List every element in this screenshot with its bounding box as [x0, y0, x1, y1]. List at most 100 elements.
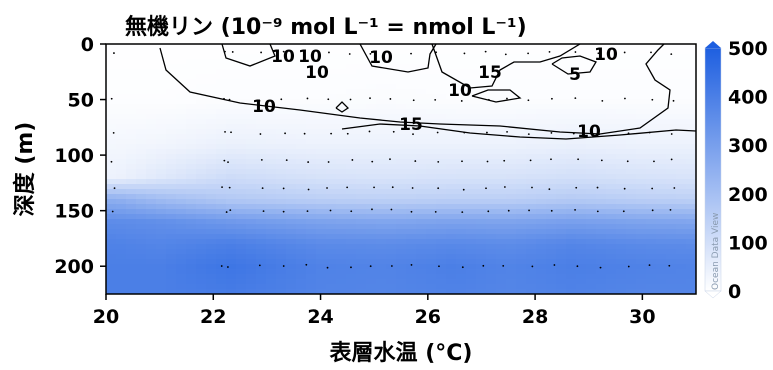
heatmap-cell: [316, 149, 327, 155]
heatmap-cell: [566, 169, 577, 175]
heatmap-cell: [316, 129, 327, 135]
heatmap-cell: [686, 239, 696, 245]
heatmap-cell: [356, 119, 367, 125]
heatmap-cell: [456, 149, 467, 155]
sample-point: [623, 187, 626, 190]
heatmap-cell: [406, 84, 417, 90]
heatmap-cell: [596, 204, 607, 210]
heatmap-cell: [686, 114, 696, 120]
heatmap-cell: [676, 279, 687, 285]
heatmap-cell: [316, 279, 327, 285]
heatmap-cell: [676, 44, 687, 50]
sample-point: [627, 132, 630, 135]
heatmap-cell: [576, 74, 587, 80]
heatmap-cell: [396, 149, 407, 155]
heatmap-cell: [496, 179, 507, 185]
heatmap-cell: [586, 164, 597, 170]
heatmap-cell: [186, 279, 197, 285]
heatmap-cell: [246, 54, 257, 60]
heatmap-cell: [446, 89, 457, 95]
heatmap-cell: [686, 184, 696, 190]
heatmap-cell: [266, 259, 277, 265]
heatmap-cell: [156, 219, 167, 225]
heatmap-cell: [436, 109, 447, 115]
heatmap-cell: [416, 159, 427, 165]
heatmap-cell: [466, 44, 477, 50]
heatmap-cell: [606, 44, 617, 50]
heatmap-cell: [346, 164, 357, 170]
heatmap-cell: [356, 199, 367, 205]
heatmap-cell: [276, 269, 287, 275]
heatmap-cell: [316, 144, 327, 150]
heatmap-cell: [136, 94, 147, 100]
x-tick-label: 30: [629, 306, 655, 328]
heatmap-cell: [436, 219, 447, 225]
heatmap-cell: [266, 164, 277, 170]
sample-point: [648, 131, 651, 134]
heatmap-cell: [306, 279, 317, 285]
heatmap-cell: [126, 199, 137, 205]
heatmap-cell: [486, 229, 497, 235]
heatmap-cell: [376, 234, 387, 240]
heatmap-cell: [586, 279, 597, 285]
sample-point: [391, 186, 394, 189]
heatmap-cell: [406, 49, 417, 55]
heatmap-cell: [496, 169, 507, 175]
contour-label-10: 10: [577, 122, 601, 142]
sample-point: [528, 209, 530, 212]
heatmap-cell: [436, 94, 447, 100]
heatmap-cell: [396, 114, 407, 120]
heatmap-cell: [686, 144, 696, 150]
heatmap-cell: [146, 179, 157, 185]
heatmap-cell: [286, 214, 297, 220]
heatmap-cell: [396, 179, 407, 185]
heatmap-cell: [566, 209, 577, 215]
heatmap-cell: [426, 224, 437, 230]
heatmap-cell: [326, 44, 337, 50]
heatmap-cell: [676, 144, 687, 150]
heatmap-cell: [506, 184, 517, 190]
heatmap-cell: [506, 149, 517, 155]
heatmap-cell: [166, 249, 177, 255]
heatmap-cell: [686, 209, 696, 215]
heatmap-cell: [116, 144, 127, 150]
heatmap-cell: [386, 119, 397, 125]
heatmap-cell: [346, 219, 357, 225]
y-tick-label: 50: [68, 90, 94, 112]
heatmap-cell: [346, 154, 357, 160]
heatmap-cell: [566, 84, 577, 90]
x-tick-label: 20: [93, 306, 119, 328]
heatmap-cell: [526, 269, 537, 275]
heatmap-cell: [466, 184, 477, 190]
sample-point: [651, 187, 654, 190]
heatmap-cell: [616, 194, 627, 200]
heatmap-cell: [586, 174, 597, 180]
heatmap-cell: [626, 49, 637, 55]
heatmap-cell: [216, 249, 227, 255]
heatmap-cell: [116, 149, 127, 155]
heatmap-cell: [526, 184, 537, 190]
heatmap-cell: [596, 119, 607, 125]
heatmap-cell: [196, 119, 207, 125]
heatmap-cell: [156, 174, 167, 180]
heatmap-cell: [476, 104, 487, 110]
heatmap-cell: [206, 119, 217, 125]
heatmap-cell: [246, 234, 257, 240]
heatmap-cell: [456, 154, 467, 160]
heatmap-cell: [336, 144, 347, 150]
heatmap-cell: [226, 144, 237, 150]
heatmap-cell: [396, 129, 407, 135]
heatmap-cell: [516, 264, 527, 270]
heatmap-cell: [386, 84, 397, 90]
heatmap-cell: [116, 219, 127, 225]
heatmap-cell: [226, 54, 237, 60]
heatmap-cell: [116, 259, 127, 265]
heatmap-cell: [226, 109, 237, 115]
heatmap-cell: [456, 224, 467, 230]
heatmap-cell: [636, 284, 647, 290]
heatmap-cell: [396, 89, 407, 95]
heatmap-cell: [646, 159, 657, 165]
heatmap-cell: [556, 289, 567, 294]
heatmap-cell: [426, 69, 437, 75]
heatmap-cell: [666, 289, 677, 294]
